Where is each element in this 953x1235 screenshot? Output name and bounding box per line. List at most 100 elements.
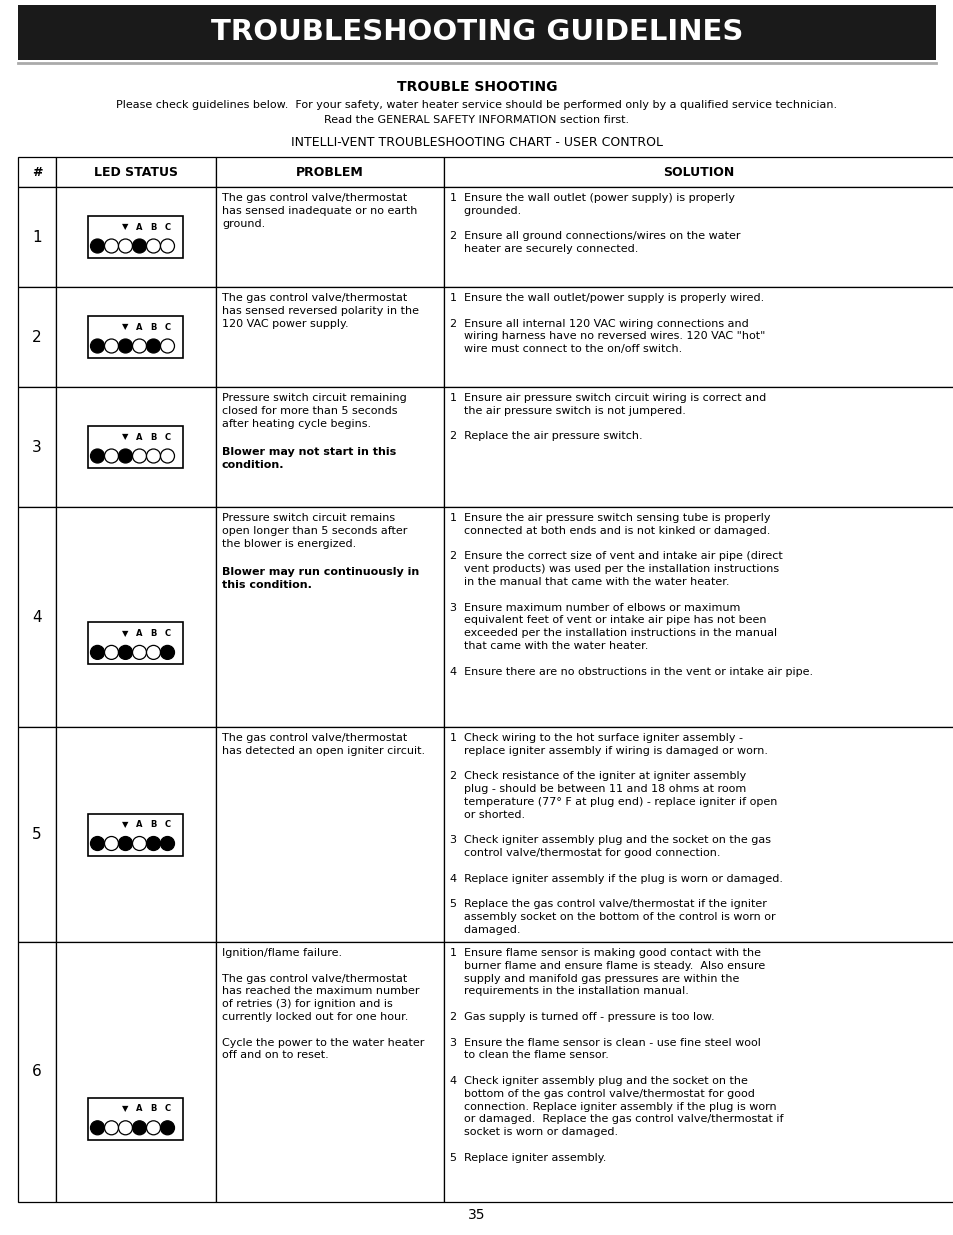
- Text: Blower may not start in this
condition.: Blower may not start in this condition.: [222, 447, 395, 469]
- Text: B: B: [151, 322, 156, 331]
- Text: ▼: ▼: [122, 629, 129, 638]
- Text: Read the GENERAL SAFETY INFORMATION section first.: Read the GENERAL SAFETY INFORMATION sect…: [324, 115, 629, 125]
- Text: A: A: [136, 820, 143, 829]
- Text: ▼: ▼: [122, 432, 129, 441]
- Text: LED STATUS: LED STATUS: [94, 165, 178, 179]
- Circle shape: [160, 338, 174, 353]
- Circle shape: [160, 836, 174, 851]
- Circle shape: [147, 240, 160, 253]
- Circle shape: [147, 450, 160, 463]
- Circle shape: [160, 240, 174, 253]
- Bar: [89, 316, 183, 358]
- Circle shape: [105, 240, 118, 253]
- Text: A: A: [136, 629, 143, 638]
- Text: C: C: [164, 820, 171, 829]
- Text: 1  Ensure the wall outlet (power supply) is properly
    grounded.

2  Ensure al: 1 Ensure the wall outlet (power supply) …: [450, 193, 740, 254]
- Circle shape: [147, 836, 160, 851]
- Bar: [443, 186, 953, 287]
- Text: The gas control valve/thermostat
has sensed inadequate or no earth
ground.: The gas control valve/thermostat has sen…: [222, 193, 417, 228]
- Text: A: A: [136, 432, 143, 441]
- Circle shape: [132, 646, 147, 659]
- Bar: [89, 622, 183, 664]
- Text: A: A: [136, 322, 143, 331]
- Text: Pressure switch circuit remaining
closed for more than 5 seconds
after heating c: Pressure switch circuit remaining closed…: [222, 393, 406, 429]
- Bar: [443, 727, 953, 942]
- Bar: [215, 508, 443, 727]
- Text: Pressure switch circuit remains
open longer than 5 seconds after
the blower is e: Pressure switch circuit remains open lon…: [222, 513, 407, 548]
- Bar: [89, 216, 183, 258]
- Circle shape: [91, 450, 105, 463]
- Text: 1  Check wiring to the hot surface igniter assembly -
    replace igniter assemb: 1 Check wiring to the hot surface ignite…: [450, 734, 782, 935]
- Bar: [18, 186, 56, 287]
- Circle shape: [91, 1121, 105, 1135]
- Bar: [443, 508, 953, 727]
- Text: 1  Ensure the air pressure switch sensing tube is properly
    connected at both: 1 Ensure the air pressure switch sensing…: [450, 513, 812, 677]
- Circle shape: [118, 338, 132, 353]
- Text: C: C: [164, 322, 171, 331]
- Text: The gas control valve/thermostat
has detected an open igniter circuit.: The gas control valve/thermostat has det…: [222, 734, 425, 756]
- Bar: [215, 287, 443, 387]
- Bar: [215, 387, 443, 508]
- Text: 5: 5: [32, 827, 42, 842]
- Text: 35: 35: [468, 1208, 485, 1221]
- Circle shape: [118, 646, 132, 659]
- Bar: [443, 157, 953, 186]
- Text: 2: 2: [32, 330, 42, 345]
- Text: 1  Ensure flame sensor is making good contact with the
    burner flame and ensu: 1 Ensure flame sensor is making good con…: [450, 948, 782, 1163]
- Circle shape: [91, 646, 105, 659]
- Bar: [56, 727, 215, 942]
- Circle shape: [91, 240, 105, 253]
- Bar: [18, 942, 56, 1202]
- Bar: [215, 157, 443, 186]
- Bar: [18, 387, 56, 508]
- Text: ▼: ▼: [122, 1104, 129, 1113]
- Bar: [56, 287, 215, 387]
- Bar: [18, 287, 56, 387]
- Bar: [89, 1098, 183, 1140]
- Text: ▼: ▼: [122, 820, 129, 829]
- Text: B: B: [151, 629, 156, 638]
- Circle shape: [132, 836, 147, 851]
- Bar: [56, 942, 215, 1202]
- Circle shape: [91, 836, 105, 851]
- Text: SOLUTION: SOLUTION: [662, 165, 734, 179]
- Circle shape: [105, 646, 118, 659]
- Text: B: B: [151, 432, 156, 441]
- Circle shape: [147, 646, 160, 659]
- Bar: [56, 157, 215, 186]
- Text: C: C: [164, 1104, 171, 1113]
- Circle shape: [105, 1121, 118, 1135]
- Circle shape: [118, 450, 132, 463]
- Text: The gas control valve/thermostat
has sensed reversed polarity in the
120 VAC pow: The gas control valve/thermostat has sen…: [222, 293, 418, 329]
- Text: C: C: [164, 629, 171, 638]
- Text: PROBLEM: PROBLEM: [295, 165, 363, 179]
- Bar: [215, 942, 443, 1202]
- Bar: [89, 426, 183, 468]
- Circle shape: [132, 240, 147, 253]
- Circle shape: [105, 450, 118, 463]
- Circle shape: [147, 1121, 160, 1135]
- Circle shape: [132, 1121, 147, 1135]
- Text: A: A: [136, 1104, 143, 1113]
- Circle shape: [147, 338, 160, 353]
- Text: C: C: [164, 432, 171, 441]
- Bar: [215, 727, 443, 942]
- Text: Blower may run continuously in
this condition.: Blower may run continuously in this cond…: [222, 567, 418, 589]
- Text: ▼: ▼: [122, 222, 129, 231]
- Circle shape: [160, 450, 174, 463]
- Text: B: B: [151, 1104, 156, 1113]
- Circle shape: [160, 646, 174, 659]
- Bar: [89, 814, 183, 856]
- Text: TROUBLESHOOTING GUIDELINES: TROUBLESHOOTING GUIDELINES: [211, 19, 742, 47]
- Circle shape: [160, 1121, 174, 1135]
- Bar: [56, 508, 215, 727]
- Text: 3: 3: [32, 440, 42, 454]
- Bar: [18, 508, 56, 727]
- Bar: [18, 5, 935, 61]
- Text: 4: 4: [32, 610, 42, 625]
- Text: B: B: [151, 820, 156, 829]
- Circle shape: [105, 338, 118, 353]
- Circle shape: [132, 450, 147, 463]
- Bar: [56, 387, 215, 508]
- Text: Please check guidelines below.  For your safety, water heater service should be : Please check guidelines below. For your …: [116, 100, 837, 110]
